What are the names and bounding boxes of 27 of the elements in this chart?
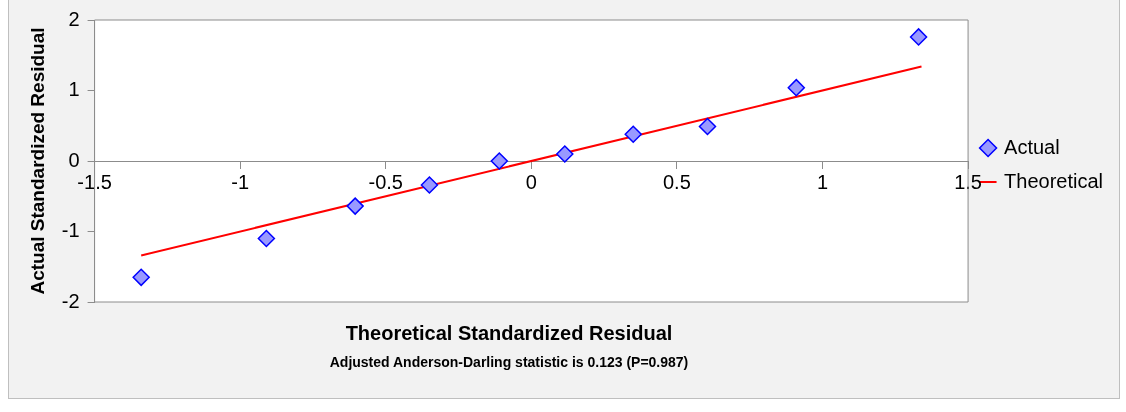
point <box>346 197 364 215</box>
x-tick-label: 0 <box>525 170 537 193</box>
point <box>909 28 928 46</box>
point <box>490 152 509 170</box>
y-tick-label: 2 <box>68 7 80 30</box>
point <box>787 78 806 97</box>
text: Adjusted Anderson-Darling statistic is 0.123 (P=0.987) <box>328 354 690 370</box>
y-tick-label: 0 <box>68 148 80 171</box>
point <box>132 268 150 287</box>
legend-label: Actual <box>1004 135 1060 158</box>
x-tick-label: 1 <box>816 170 829 193</box>
point <box>698 117 717 136</box>
point <box>556 145 574 163</box>
point <box>420 176 439 194</box>
y-tick-label: -1 <box>61 219 80 242</box>
y-tick-label: 1 <box>68 78 80 101</box>
x-axis-title: Theoretical Standardized Residual <box>344 322 674 345</box>
legend-label: Theoretical <box>1004 169 1103 192</box>
x-tick-label: 0.5 <box>663 170 691 193</box>
y-tick-label: -2 <box>61 289 80 312</box>
point <box>257 229 276 248</box>
point <box>624 125 642 143</box>
x-tick-label: -1.5 <box>77 170 112 193</box>
y-axis-title: Actual Standardized Residual <box>26 27 48 295</box>
x-tick-label: 1.5 <box>954 170 982 193</box>
x-tick-label: -1 <box>231 170 250 193</box>
x-tick-label: -0.5 <box>368 170 403 193</box>
